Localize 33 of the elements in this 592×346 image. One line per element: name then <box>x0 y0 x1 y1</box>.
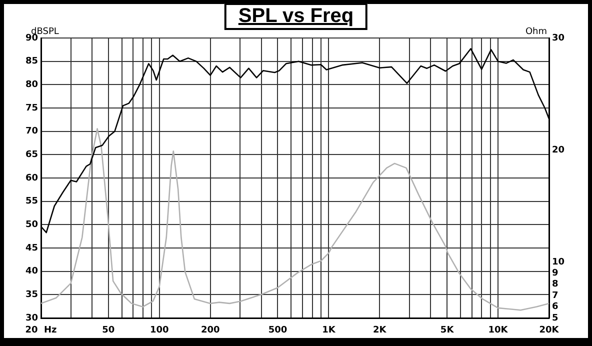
y2-tick-label: 10 <box>552 257 565 268</box>
y-tick-label: 50 <box>25 220 38 230</box>
y2-tick-label: 9 <box>552 268 558 279</box>
chart-title: SPL vs Freq <box>224 3 368 30</box>
x-tick-label: 500 <box>268 326 288 336</box>
y-tick-label: 30 <box>25 313 38 324</box>
y-tick-label: 80 <box>25 80 38 90</box>
y-tick-label: 55 <box>25 196 38 207</box>
y-tick-label: 75 <box>25 103 38 114</box>
x-tick-label: 50 <box>102 326 115 336</box>
x-tick-label: 1K <box>322 326 336 336</box>
y-tick-label: 35 <box>25 290 38 300</box>
x-tick-label: 20 Hz <box>25 326 57 336</box>
x-tick-label: 2K <box>373 326 388 336</box>
y-tick-label: 70 <box>25 126 38 137</box>
x-tick-label: 20K <box>539 326 560 336</box>
x-tick-label: 100 <box>150 326 169 336</box>
y2-tick-label: 20 <box>552 145 565 156</box>
y2-tick-label: 6 <box>552 302 558 312</box>
y-tick-label: 40 <box>25 266 38 277</box>
y-tick-label: 45 <box>25 243 38 254</box>
y2-tick-label: 7 <box>552 290 558 301</box>
y2-tick-label: 30 <box>552 33 565 44</box>
y2-axis-title: Ohm <box>525 26 547 37</box>
y2-tick-label: 8 <box>552 280 558 290</box>
y2-tick-label: 5 <box>552 313 558 324</box>
x-tick-label: 10K <box>488 326 509 336</box>
y-tick-label: 85 <box>25 56 38 67</box>
x-tick-label: 200 <box>200 326 220 336</box>
x-tick-label: 5K <box>440 326 455 336</box>
y-tick-label: 65 <box>25 150 38 160</box>
y-tick-label: 60 <box>25 173 38 184</box>
y-tick-label: 90 <box>25 33 38 44</box>
